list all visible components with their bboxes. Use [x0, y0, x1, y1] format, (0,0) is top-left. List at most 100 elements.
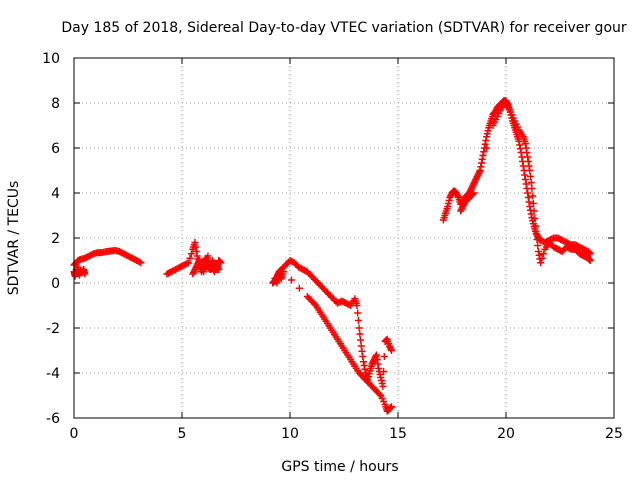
- gridlines: [74, 58, 614, 418]
- y-tick-label: 2: [51, 231, 60, 247]
- data-point-marker: [585, 248, 593, 256]
- x-axis-label: GPS time / hours: [281, 459, 398, 475]
- data-point-marker: [454, 192, 462, 200]
- data-point-marker: [187, 250, 195, 258]
- data-point-marker: [516, 145, 524, 153]
- data-point-marker: [526, 167, 534, 174]
- data-point-marker: [386, 404, 394, 412]
- data-point-marker: [184, 259, 192, 267]
- data-point-marker: [272, 278, 280, 285]
- series-seg4b: [457, 99, 594, 267]
- data-point-marker: [586, 256, 594, 264]
- plot-frame: [73, 57, 615, 419]
- data-point-marker: [524, 153, 532, 161]
- data-point-marker: [586, 249, 594, 257]
- data-point-marker: [534, 248, 542, 255]
- data-point-marker: [478, 155, 486, 163]
- x-tick-label: 20: [497, 426, 515, 442]
- series-seg2b: [189, 252, 223, 278]
- data-point-marker: [469, 190, 477, 198]
- data-point-marker: [539, 250, 547, 258]
- data-point-marker: [356, 330, 364, 338]
- data-point-marker: [310, 300, 318, 308]
- data-point-marker: [215, 257, 223, 265]
- data-point-marker: [295, 284, 303, 292]
- data-point-marker: [586, 250, 594, 258]
- data-point-marker: [521, 176, 529, 183]
- data-points: [70, 97, 594, 415]
- data-point-marker: [353, 302, 361, 309]
- y-axis-label: SDTVAR / TECUs: [6, 181, 22, 296]
- data-point-marker: [532, 230, 540, 237]
- data-point-marker: [533, 236, 541, 243]
- data-point-marker: [355, 324, 363, 332]
- data-point-marker: [525, 198, 533, 206]
- data-point-marker: [214, 264, 222, 272]
- data-point-marker: [586, 257, 594, 264]
- data-point-marker: [137, 259, 145, 267]
- data-point-marker: [522, 180, 530, 188]
- data-point-marker: [183, 260, 191, 267]
- y-tick-label: -4: [46, 366, 60, 382]
- data-point-marker: [192, 248, 200, 255]
- data-point-marker: [136, 258, 144, 266]
- data-point-marker: [521, 171, 529, 179]
- data-point-marker: [380, 353, 388, 360]
- data-point-marker: [357, 336, 365, 344]
- data-point-marker: [524, 158, 532, 165]
- data-point-marker: [216, 258, 224, 266]
- data-point-marker: [373, 356, 381, 363]
- data-point-marker: [521, 140, 529, 147]
- data-point-marker: [528, 185, 536, 192]
- y-tick-label: 4: [51, 186, 60, 202]
- y-tick-label: 10: [42, 51, 60, 67]
- data-point-marker: [205, 257, 213, 264]
- data-point-marker: [482, 137, 490, 144]
- data-point-marker: [358, 347, 366, 355]
- x-tick-label: 0: [70, 426, 79, 442]
- data-point-marker: [359, 358, 367, 366]
- data-point-marker: [479, 152, 487, 159]
- data-point-marker: [81, 270, 89, 278]
- chart-title: Day 185 of 2018, Sidereal Day-to-day VTE…: [61, 20, 627, 36]
- x-tick-label: 25: [605, 426, 623, 442]
- data-point-marker: [382, 336, 390, 344]
- data-point-marker: [525, 162, 533, 170]
- data-point-marker: [388, 347, 396, 354]
- data-point-marker: [360, 362, 368, 369]
- data-point-marker: [483, 144, 491, 152]
- data-point-marker: [375, 390, 383, 398]
- x-tick-label: 15: [389, 426, 407, 442]
- data-point-marker: [287, 276, 295, 284]
- data-point-marker: [361, 365, 369, 373]
- x-tick-label: 5: [178, 426, 187, 442]
- data-point-marker: [354, 317, 362, 324]
- data-point-marker: [468, 191, 476, 198]
- data-point-marker: [530, 207, 538, 215]
- y-tick-label: -2: [46, 321, 60, 337]
- y-tick-label: -6: [46, 411, 60, 427]
- data-point-marker: [522, 144, 530, 152]
- data-point-marker: [480, 148, 488, 156]
- data-point-marker: [359, 353, 367, 360]
- data-point-marker: [204, 252, 212, 260]
- data-point-marker: [199, 266, 207, 274]
- data-point-marker: [527, 179, 535, 186]
- series-seg1: [70, 246, 145, 269]
- data-point-marker: [529, 200, 537, 207]
- tick-labels: 0 5 10 15 20 25 -6 -4 -2 0 2 4 6 8 10: [42, 51, 623, 442]
- data-point-marker: [538, 254, 546, 262]
- data-point-marker: [388, 403, 396, 411]
- data-point-marker: [374, 360, 382, 368]
- y-tick-label: 6: [51, 141, 60, 157]
- data-point-marker: [380, 368, 388, 375]
- data-point-marker: [526, 206, 534, 214]
- data-point-marker: [357, 342, 365, 350]
- data-point-marker: [526, 203, 534, 210]
- data-point-marker: [529, 192, 537, 200]
- data-point-marker: [531, 215, 539, 222]
- series-seg3b: [271, 268, 396, 415]
- x-tick-label: 10: [281, 426, 299, 442]
- data-point-marker: [470, 189, 478, 197]
